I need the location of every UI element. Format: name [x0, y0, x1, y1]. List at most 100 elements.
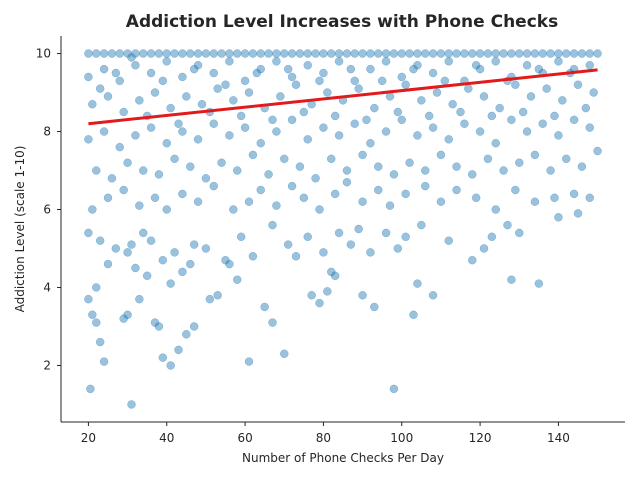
data-point [456, 107, 465, 117]
data-point [593, 49, 602, 58]
data-point [139, 228, 148, 238]
data-point [401, 80, 410, 89]
data-point [135, 96, 144, 105]
data-point [479, 92, 489, 101]
data-point [240, 49, 250, 58]
data-point [550, 111, 559, 121]
x-tick-label: 20 [81, 431, 96, 445]
y-tick-label: 8 [43, 125, 51, 139]
data-point [573, 80, 583, 89]
data-point [299, 107, 309, 117]
data-point [405, 158, 414, 167]
data-point [315, 205, 324, 214]
data-point [530, 49, 540, 58]
data-point [103, 193, 113, 203]
data-point [272, 127, 281, 136]
data-point [417, 220, 426, 230]
data-point [452, 162, 461, 171]
data-point [546, 49, 555, 58]
data-point [421, 49, 430, 58]
data-point [236, 232, 246, 242]
data-point [99, 127, 109, 136]
data-point [452, 49, 461, 58]
data-point [240, 76, 250, 86]
data-point [444, 49, 453, 58]
data-point [518, 107, 528, 117]
data-point [327, 154, 336, 164]
data-point [276, 92, 285, 101]
data-point [569, 115, 579, 125]
data-point [170, 154, 179, 164]
data-point [377, 76, 387, 86]
data-point [342, 177, 352, 187]
data-point [256, 138, 265, 148]
data-point [515, 158, 524, 167]
data-point [468, 170, 477, 179]
data-point [417, 96, 426, 105]
y-tick-label: 6 [43, 203, 51, 217]
y-tick-label: 4 [43, 280, 51, 294]
data-point [291, 80, 301, 89]
data-point [99, 357, 109, 366]
data-point [283, 64, 293, 74]
data-point [522, 60, 532, 70]
data-point [534, 64, 544, 74]
data-point [471, 60, 481, 70]
data-point [170, 248, 179, 257]
data-point [554, 213, 563, 222]
data-point [428, 68, 438, 78]
data-point [166, 361, 175, 370]
data-point [558, 96, 567, 105]
data-point [233, 166, 242, 175]
data-point [354, 224, 363, 234]
data-point [127, 400, 136, 409]
data-point [327, 49, 336, 58]
data-point [154, 49, 164, 58]
data-point [123, 158, 132, 167]
data-point [256, 185, 265, 195]
data-point [515, 228, 524, 238]
data-point [272, 57, 281, 66]
data-point [174, 345, 183, 355]
data-point [186, 259, 195, 269]
data-point [319, 68, 328, 78]
data-point [115, 49, 124, 58]
data-point [131, 263, 140, 273]
data-point [397, 115, 406, 125]
data-point [409, 64, 418, 74]
data-point [424, 111, 434, 121]
data-point [201, 174, 211, 183]
data-point [135, 201, 144, 210]
data-point [119, 107, 128, 117]
data-point [182, 92, 191, 101]
data-point [452, 185, 461, 195]
data-point [538, 49, 547, 58]
data-point [487, 111, 497, 121]
data-point [205, 294, 215, 304]
data-point [88, 205, 97, 214]
data-point [146, 123, 156, 132]
data-point [530, 150, 540, 160]
data-point [491, 205, 500, 214]
data-point [193, 60, 203, 70]
data-point [491, 49, 500, 58]
data-point [334, 49, 344, 58]
data-point [303, 49, 312, 58]
data-point [534, 279, 544, 288]
data-point [522, 49, 532, 58]
data-point [95, 337, 105, 347]
data-point [92, 283, 101, 292]
x-tick-label: 140 [547, 431, 570, 445]
data-point [475, 64, 485, 74]
data-point [334, 228, 344, 238]
data-point [389, 170, 399, 179]
data-point [150, 88, 160, 97]
data-point [162, 205, 171, 214]
data-point [256, 49, 265, 58]
data-point [107, 49, 117, 58]
data-point [323, 88, 332, 97]
data-point [272, 49, 281, 58]
data-point [217, 158, 226, 167]
data-point [562, 154, 571, 164]
data-point [585, 123, 594, 132]
